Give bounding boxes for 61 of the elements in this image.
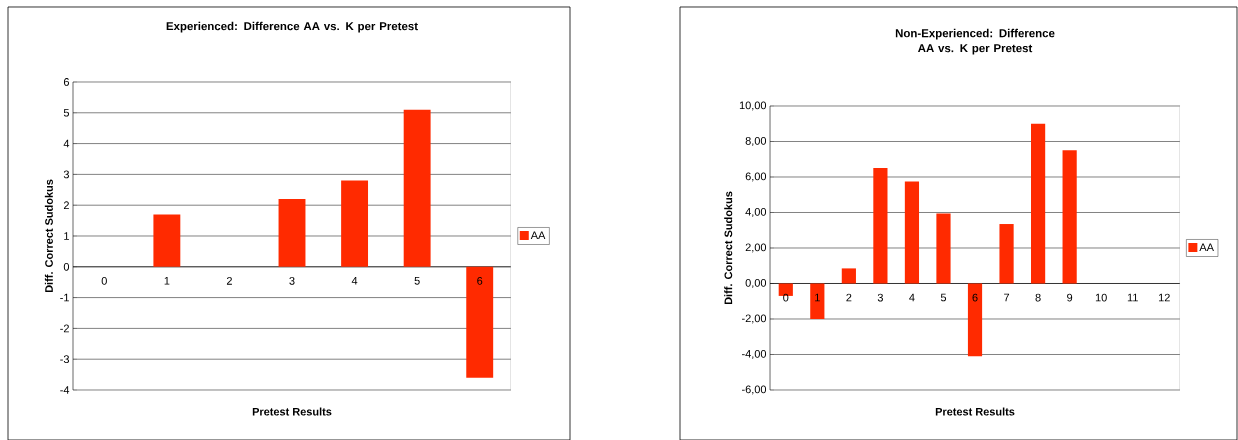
bar: [936, 213, 951, 284]
x-tick-label: 3: [289, 276, 295, 285]
x-tick-label: 1: [815, 293, 820, 302]
y-tick-label: 10,00: [739, 101, 767, 111]
bar: [904, 181, 920, 284]
bar: [841, 268, 856, 284]
x-tick-label: 4: [909, 293, 915, 302]
y-tick-label: 0,00: [745, 278, 767, 288]
bar: [403, 109, 431, 267]
x-tick-label: 4: [351, 276, 358, 285]
x-tick-label: 9: [1067, 293, 1073, 302]
bar: [153, 214, 181, 267]
y-tick-label: -6,00: [742, 385, 767, 395]
y-tick-label: 6,00: [745, 172, 767, 182]
y-tick-label: 5: [63, 108, 70, 117]
x-tick-label: 6: [477, 276, 483, 285]
x-tick-label: 10: [1095, 293, 1107, 302]
y-tick-label: -2,00: [742, 314, 767, 324]
x-tick-label: 12: [1158, 293, 1170, 302]
y-tick-label: 4: [63, 139, 70, 148]
legend-label: AA: [530, 231, 546, 239]
y-tick-label: 3: [63, 170, 69, 179]
y-tick-label: 8,00: [745, 136, 767, 146]
bar: [810, 283, 825, 319]
x-tick-label: 5: [414, 276, 420, 285]
y-tick-label: -4,00: [742, 349, 767, 359]
x-tick-label: 0: [101, 276, 107, 285]
y-tick-label: 2,00: [745, 243, 767, 253]
chart-title: Non-Experienced: Difference AA vs. K per Pretest: [895, 28, 1055, 55]
x-axis-title: Pretest Results: [935, 407, 1015, 416]
x-tick-label: 7: [1004, 293, 1010, 302]
bar: [278, 198, 306, 267]
y-tick-label: -4: [60, 386, 70, 394]
x-tick-label: 3: [877, 293, 883, 302]
y-tick-label: -1: [60, 293, 69, 302]
bar: [999, 223, 1014, 284]
y-tick-label: 4,00: [745, 207, 767, 217]
bar: [341, 180, 369, 267]
x-tick-label: 8: [1035, 293, 1041, 302]
x-tick-label: 11: [1127, 293, 1138, 302]
y-tick-label: 1: [64, 232, 69, 240]
y-tick-label: -3: [60, 355, 69, 363]
x-tick-label: 2: [846, 293, 852, 302]
bar: [873, 167, 888, 284]
y-tick-label: 0: [63, 262, 70, 271]
x-tick-label: 5: [940, 293, 947, 302]
y-axis-title: Diff. Correct Sudokus: [44, 179, 53, 292]
chart-title: Experienced: Difference AA vs. K per Pretest: [166, 21, 418, 33]
bar: [1062, 150, 1077, 284]
x-tick-label: 6: [972, 293, 978, 302]
x-axis-title: Pretest Results: [252, 407, 332, 416]
y-tick-label: 6: [63, 77, 69, 86]
y-axis-title: Diff. Correct Sudokus: [724, 191, 733, 304]
bar: [967, 283, 983, 357]
bar: [1031, 123, 1046, 284]
y-tick-label: -2: [60, 324, 69, 333]
legend-label: AA: [1199, 243, 1214, 251]
x-tick-label: 2: [226, 276, 232, 285]
y-tick-label: 2: [63, 201, 69, 209]
x-tick-label: 1: [164, 276, 170, 285]
bar: [466, 266, 494, 378]
